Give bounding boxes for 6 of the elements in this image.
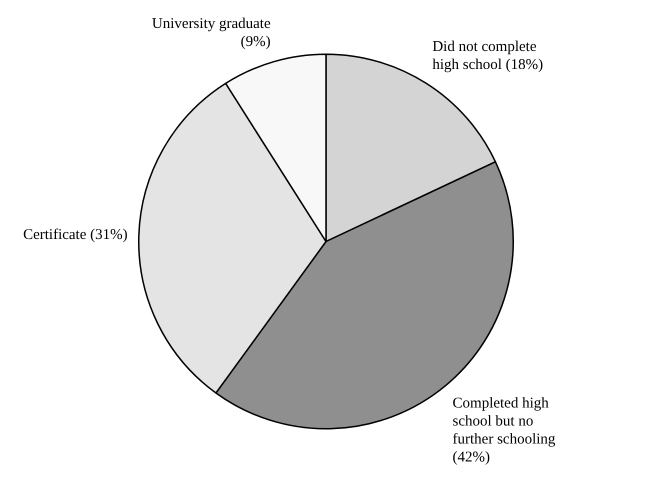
slice-label: Certificate (31%) — [23, 227, 128, 244]
slice-label: Did not complete high school (18%) — [432, 38, 544, 73]
slice-label: University graduate — [152, 16, 271, 32]
data-label: (9%) — [240, 34, 271, 50]
slice-label: Completed high school but no further schooling — [452, 395, 556, 448]
data-label: (42%) — [452, 449, 490, 466]
